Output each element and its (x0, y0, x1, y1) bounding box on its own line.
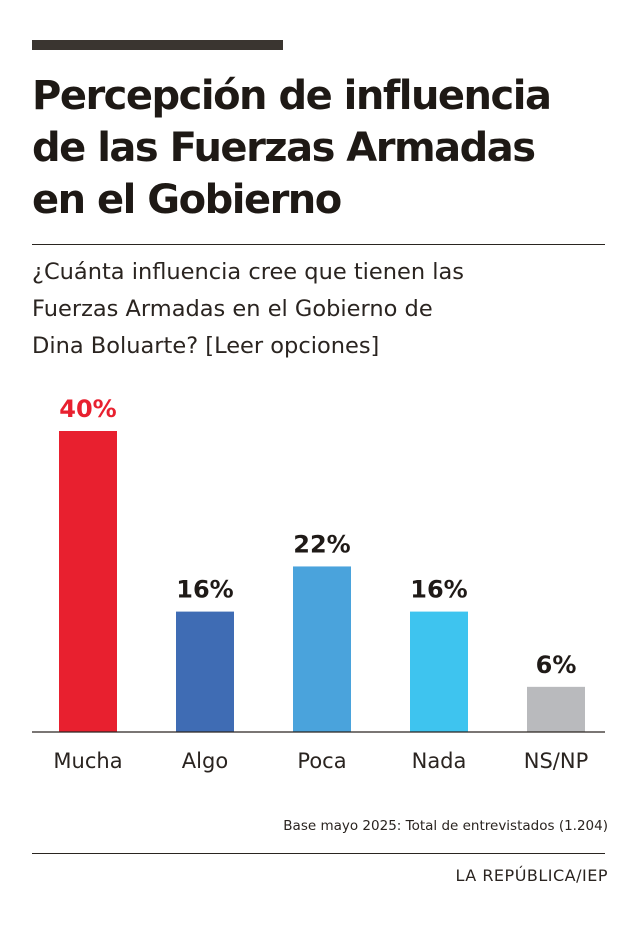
category-label-algo: Algo (182, 749, 228, 773)
bar-ns-np (527, 686, 585, 732)
value-label-nada: 16% (410, 576, 467, 604)
footer-divider (32, 853, 605, 854)
category-label-ns-np: NS/NP (524, 749, 589, 773)
chart-question: ¿Cuánta influencia cree que tienen las F… (32, 259, 465, 359)
header-accent-bar (32, 40, 283, 50)
bar-algo (176, 611, 234, 732)
bars-group: 40% Mucha 16% Algo 22% Poca 16% Nada 6% NS/NP (53, 395, 588, 773)
title-divider (32, 244, 605, 245)
category-label-nada: Nada (412, 749, 467, 773)
category-label-mucha: Mucha (53, 749, 122, 773)
value-label-algo: 16% (176, 576, 233, 604)
value-label-mucha: 40% (59, 395, 116, 423)
credit-line: LA REPÚBLICA/IEP (455, 866, 608, 885)
bar-chart: 40% Mucha 16% Algo 22% Poca 16% Nada 6% NS/NP (32, 395, 605, 773)
category-label-poca: Poca (297, 749, 346, 773)
value-label-ns-np: 6% (536, 651, 577, 679)
source-note: Base mayo 2025: Total de entrevistados (… (283, 818, 608, 834)
bar-nada (410, 611, 468, 732)
chart-title: Percepción de influencia de las Fuerzas … (32, 73, 552, 223)
value-label-poca: 22% (293, 530, 350, 558)
bar-poca (293, 566, 351, 732)
bar-mucha (59, 431, 117, 732)
